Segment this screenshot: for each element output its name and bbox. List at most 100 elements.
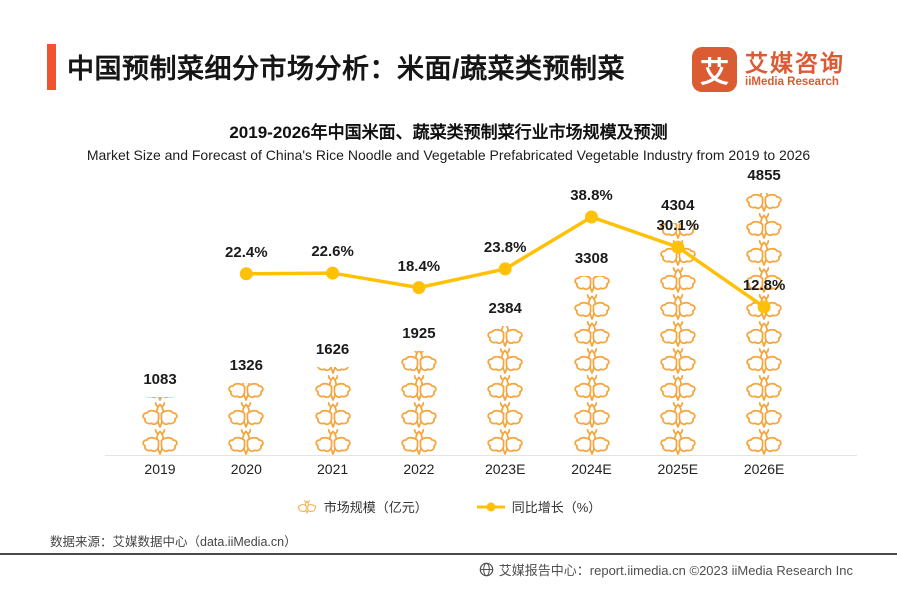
data-source-note: 数据来源：艾媒数据中心（data.iiMedia.cn） <box>50 535 297 549</box>
pictogram-icon <box>487 429 523 455</box>
pictogram-icon <box>228 429 265 455</box>
x-axis-label: 2019 <box>144 461 176 477</box>
globe-icon <box>479 562 494 577</box>
bar-value-label: 3308 <box>574 250 609 268</box>
pictogram-icon <box>487 348 523 374</box>
line-point <box>412 281 426 295</box>
pictogram-icon <box>314 367 351 374</box>
bar-column <box>138 396 182 455</box>
line-point-label: 38.8% <box>570 186 613 204</box>
chart-legend: 市场规模（亿元） 同比增长（%） <box>0 497 897 516</box>
pictogram-icon <box>746 294 782 320</box>
pictogram-icon <box>142 429 178 455</box>
iimedia-logo-icon: 艾 <box>692 47 737 92</box>
logo-name-en: iiMedia Research <box>745 75 839 88</box>
pictogram-icon <box>228 402 265 428</box>
x-axis-label: 2023E <box>484 461 526 477</box>
pictogram-icon <box>573 321 610 347</box>
x-axis-label: 2024E <box>571 461 612 477</box>
bar-column <box>742 192 786 455</box>
title-accent-bar <box>47 44 56 90</box>
pictogram-icon <box>314 375 351 401</box>
line-point-label: 18.4% <box>397 257 441 275</box>
bar-column <box>397 351 441 455</box>
bar-value-label: 1626 <box>315 341 350 359</box>
page-title: 中国预制菜细分市场分析：米面/蔬菜类预制菜 <box>67 54 626 84</box>
pictogram-icon <box>573 348 610 374</box>
chart-subtitle: Market Size and Forecast of China's Rice… <box>86 147 811 163</box>
bar-column <box>656 222 700 455</box>
pictogram-icon <box>660 375 696 401</box>
pictogram-icon <box>142 402 178 428</box>
legend-label: 市场规模（亿元） <box>323 500 428 515</box>
logo-name-zh: 艾媒咨询 <box>745 50 845 77</box>
pictogram-icon <box>573 429 610 455</box>
pictogram-icon <box>573 402 610 428</box>
line-point <box>498 262 512 276</box>
pictogram-icon <box>660 240 696 266</box>
pictogram-icon <box>660 402 696 428</box>
pictogram-icon <box>746 240 782 266</box>
pictogram-icon <box>401 402 437 428</box>
pictogram-icon <box>314 429 351 455</box>
line-point-label: 23.8% <box>483 238 527 256</box>
bar-value-label: 1925 <box>402 325 436 343</box>
bar-column <box>311 367 355 455</box>
line-point <box>585 210 598 224</box>
bar-value-label: 2384 <box>488 300 522 318</box>
pictogram-icon <box>746 429 782 455</box>
x-axis-label: 2022 <box>403 461 435 477</box>
pictogram-icon <box>746 213 782 239</box>
line-point-label: 22.4% <box>225 243 268 261</box>
bar-value-label: 1083 <box>143 370 177 388</box>
legend-item-market-size: 市场规模（亿元） <box>296 497 428 516</box>
pictogram-icon <box>660 267 696 293</box>
bar-value-label: 1326 <box>229 357 263 375</box>
pictogram-icon <box>487 375 523 401</box>
line-point-label: 30.1% <box>656 217 700 235</box>
pictogram-icon <box>660 294 696 320</box>
footer-text: 艾媒报告中心：report.iimedia.cn ©2023 iiMedia R… <box>498 563 853 578</box>
pictogram-icon <box>746 375 782 401</box>
pictogram-icon <box>487 402 523 428</box>
pictogram-icon <box>573 276 610 293</box>
x-axis-label: 2026E <box>743 461 785 477</box>
pictogram-icon <box>746 192 782 212</box>
chart-title: 2019-2026年中国米面、蔬菜类预制菜行业市场规模及预测 <box>229 123 668 142</box>
pictogram-icon <box>228 383 265 401</box>
x-axis-label: 2021 <box>317 461 349 477</box>
pictogram-icon <box>401 375 437 401</box>
footer-divider <box>0 553 897 555</box>
legend-item-growth: 同比增长（%） <box>476 497 602 516</box>
pictogram-icon <box>487 326 523 347</box>
bar-column <box>570 276 614 455</box>
line-point-label: 22.6% <box>311 243 354 261</box>
line-marker-icon <box>476 502 505 511</box>
x-axis-label: 2020 <box>230 461 262 477</box>
pictogram-icon <box>314 402 351 428</box>
pictogram-icon <box>746 402 782 428</box>
pictogram-icon <box>660 429 696 455</box>
pictogram-icon <box>746 321 782 347</box>
legend-label: 同比增长（%） <box>511 500 602 515</box>
pictogram-icon <box>401 429 437 455</box>
footer-info: 艾媒报告中心：report.iimedia.cn ©2023 iiMedia R… <box>479 560 853 579</box>
bar-value-label: 4855 <box>747 166 781 184</box>
pictogram-icon <box>573 375 610 401</box>
pictogram-icon <box>297 500 316 514</box>
x-axis-label: 2025E <box>657 461 699 477</box>
line-point-label: 12.8% <box>742 276 786 294</box>
pictogram-icon <box>401 351 437 374</box>
bar-column <box>224 383 268 455</box>
pictogram-icon <box>746 348 782 374</box>
line-point <box>239 267 253 281</box>
pictogram-icon <box>660 348 696 374</box>
x-axis-line <box>105 455 857 456</box>
line-point <box>326 266 340 280</box>
pictogram-icon <box>660 321 696 347</box>
pictogram-icon <box>573 294 610 320</box>
bar-column <box>483 326 527 455</box>
bar-value-label: 4304 <box>661 196 695 214</box>
iimedia-logo: 艾 艾媒咨询 iiMedia Research <box>692 47 845 92</box>
